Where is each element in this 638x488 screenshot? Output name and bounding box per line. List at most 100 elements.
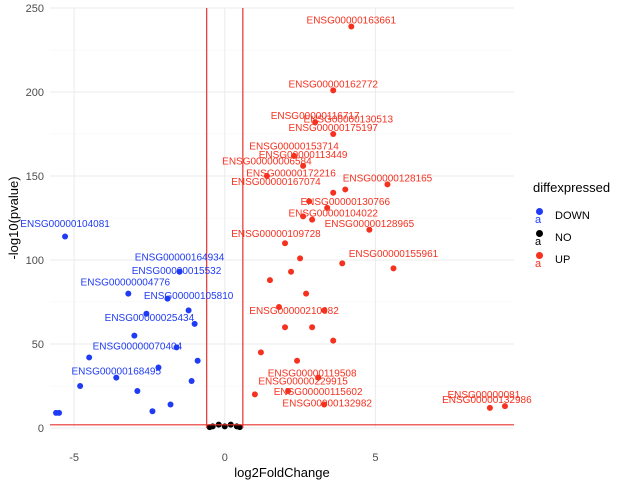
point-label: ENSG00000210082: [249, 306, 339, 317]
threshold-lines: [50, 8, 514, 428]
y-tick-label: 200: [26, 87, 44, 99]
data-point-down: [86, 354, 93, 361]
data-point-down: [176, 268, 183, 275]
x-tick-label: -5: [69, 452, 79, 464]
data-point-up: [321, 401, 328, 408]
legend-key-dot: [536, 230, 543, 237]
data-point-up: [275, 304, 282, 311]
data-point-down: [149, 408, 156, 415]
data-point-down: [167, 401, 174, 408]
y-tick-label: 0: [38, 423, 44, 435]
data-point-up: [282, 324, 289, 331]
data-point-no: [206, 424, 213, 431]
point-label: ENSG00000015532: [132, 266, 222, 277]
point-label: ENSG00000081: [447, 390, 520, 401]
point-label: ENSG00000130766: [301, 197, 391, 208]
data-point-up: [297, 255, 304, 262]
data-point-down: [62, 233, 69, 240]
data-point-no: [236, 424, 243, 431]
grid: [50, 7, 514, 429]
legend-item-down: a DOWN: [533, 205, 610, 227]
data-point-up: [390, 265, 397, 272]
data-point-down: [131, 332, 138, 339]
legend-item-up: a UP: [533, 249, 610, 271]
legend-key: a: [533, 249, 547, 271]
point-label: ENSG00000025434: [105, 313, 195, 324]
data-point-down: [173, 344, 180, 351]
point-label: ENSG00000162772: [288, 79, 378, 90]
x-tick-label: 0: [222, 452, 228, 464]
point-label: ENSG00000132982: [282, 399, 372, 410]
data-point-up: [282, 240, 289, 247]
data-point-up: [486, 404, 493, 411]
data-point-down: [77, 383, 84, 389]
point-label: ENSG00000109728: [231, 229, 321, 240]
data-point-down: [53, 409, 60, 416]
point-label: ENSG00000164934: [135, 252, 225, 263]
y-tick-label: 150: [26, 171, 44, 183]
point-label: ENSG00000070404: [93, 341, 183, 352]
point-label: ENSG00000115602: [274, 387, 363, 398]
legend: diffexpressed a DOWN a NO a UP: [533, 180, 610, 271]
y-tick-label: 50: [32, 339, 44, 351]
data-point-up: [309, 324, 316, 331]
data-point-up: [306, 198, 313, 205]
axis-ticks: 0 50 100 150 200 250 -5 0 5: [26, 3, 379, 464]
data-point-no: [221, 423, 228, 430]
data-point-up: [501, 403, 508, 410]
point-label: ENSG00000168495: [72, 367, 162, 378]
data-point-up: [266, 277, 273, 284]
data-point-up: [348, 23, 355, 30]
data-point-up: [324, 204, 331, 211]
legend-key: a: [533, 227, 547, 249]
point-label: ENSG00000128965: [325, 219, 415, 230]
legend-item-no: a NO: [533, 227, 610, 249]
data-point-up: [330, 337, 337, 344]
point-label: ENSG00000175197: [288, 123, 378, 134]
point-label: ENSG00000163661: [307, 15, 397, 26]
data-point-up: [288, 268, 295, 275]
data-point-up: [342, 186, 349, 193]
data-point-up: [330, 131, 337, 137]
data-point-down: [113, 374, 120, 381]
point-label: ENSG00000153714: [249, 141, 339, 152]
legend-key-letter: a: [535, 258, 542, 270]
data-point-down: [125, 290, 132, 297]
data-point-up: [384, 181, 391, 188]
data-point-down: [188, 377, 195, 384]
point-label: ENSG00000105810: [144, 291, 234, 302]
legend-key-dot: [536, 252, 543, 259]
legend-items: a DOWN a NO a UP: [533, 205, 610, 271]
legend-key-letter: a: [535, 236, 542, 248]
data-point-up: [294, 357, 301, 364]
data-point-up: [312, 119, 319, 126]
legend-key-letter: a: [535, 214, 542, 226]
data-point-down: [191, 320, 198, 327]
point-label: ENSG00000006584: [222, 157, 312, 168]
point-label: ENSG00000104022: [288, 209, 378, 220]
legend-label: UP: [555, 254, 571, 266]
point-layer: [53, 23, 508, 431]
point-label: ENSG00000119508: [268, 368, 357, 379]
data-point-up: [291, 152, 298, 159]
data-point-up: [366, 226, 373, 233]
y-tick-label: 100: [26, 255, 44, 267]
point-label: ENSG00000132986: [442, 395, 532, 406]
data-point-up: [263, 173, 270, 179]
data-point-down: [143, 310, 150, 317]
data-point-up: [300, 162, 307, 169]
point-label: ENSG00000104081: [20, 219, 110, 230]
data-point-down: [194, 357, 201, 364]
y-axis-title: -log10(pvalue): [6, 176, 21, 259]
data-point-up: [315, 374, 322, 381]
data-point-down: [134, 388, 141, 395]
legend-label: DOWN: [555, 210, 590, 222]
data-point-up: [321, 307, 328, 314]
data-point-down: [185, 307, 192, 314]
point-label: ENSG00000172216: [246, 168, 336, 179]
x-axis-title: log2FoldChange: [234, 465, 329, 480]
legend-label: NO: [555, 232, 572, 244]
data-point-down: [164, 295, 171, 302]
data-point-up: [285, 388, 292, 395]
